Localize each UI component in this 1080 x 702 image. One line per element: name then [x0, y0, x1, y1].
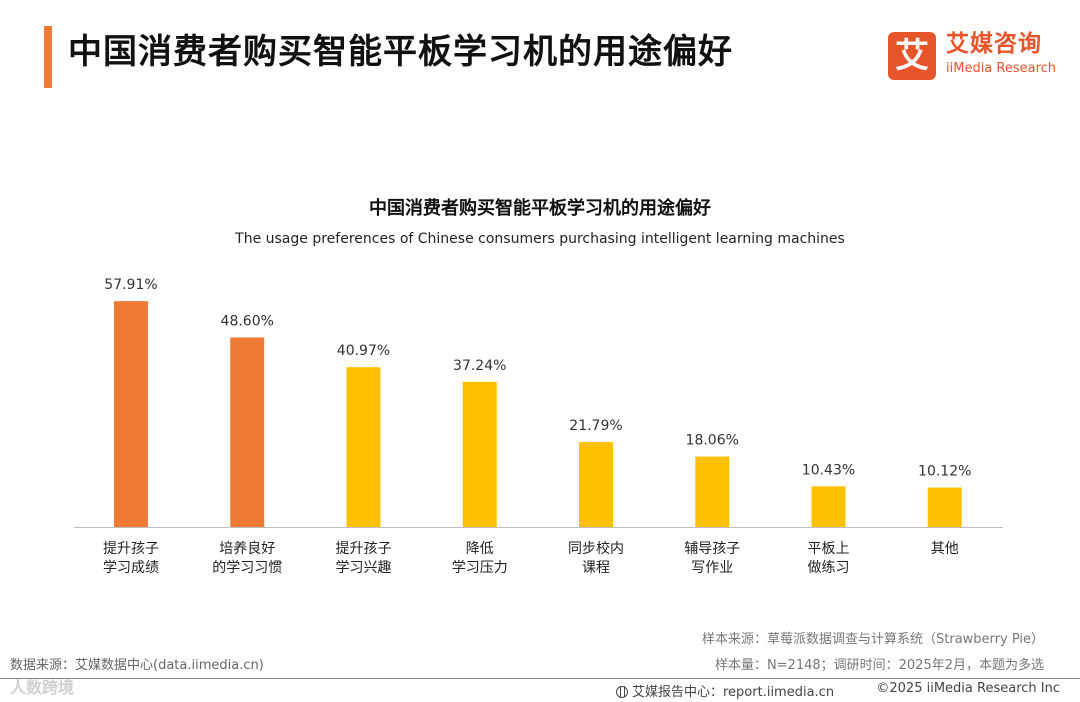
category-label-8-1: 其他	[931, 541, 959, 557]
sample-size-note: 样本量：N=2148；调研时间：2025年2月，本题为多选	[714, 658, 1044, 673]
sample-source-note: 样本来源：草莓派数据调查与计算系统（Strawberry Pie）	[702, 632, 1044, 647]
bar-6	[695, 456, 730, 527]
bar-1	[114, 301, 148, 527]
category-label-4-2: 学习压力	[452, 560, 508, 576]
category-label-3-2: 学习兴趣	[336, 560, 392, 576]
copyright: ©2025 iiMedia Research Inc	[876, 681, 1060, 696]
category-label-1-2: 学习成绩	[103, 560, 159, 576]
data-label-1: 57.91%	[104, 277, 157, 293]
report-center-text: 艾媒报告中心：report.iimedia.cn	[632, 685, 835, 700]
category-label-6-1: 辅导孩子	[684, 541, 740, 557]
data-label-5: 21.79%	[569, 418, 622, 434]
category-label-2-2: 的学习习惯	[212, 559, 282, 576]
bar-7	[811, 486, 846, 527]
category-label-4-1: 降低	[466, 541, 494, 557]
logo-chinese-name: 艾媒咨询	[946, 31, 1042, 57]
chart-title: 中国消费者购买智能平板学习机的用途偏好	[369, 198, 711, 219]
data-source-note: 数据来源：艾媒数据中心(data.iimedia.cn)	[10, 658, 264, 673]
data-label-6: 18.06%	[686, 433, 739, 449]
report-center-link[interactable]: 艾媒报告中心：report.iimedia.cn	[616, 681, 835, 700]
data-label-3: 40.97%	[337, 343, 390, 359]
bar-5	[579, 442, 613, 527]
category-label-3-1: 提升孩子	[336, 541, 392, 557]
data-label-7: 10.43%	[802, 462, 855, 478]
data-label-8: 10.12%	[918, 464, 971, 480]
page-title: 中国消费者购买智能平板学习机的用途偏好	[68, 32, 733, 72]
category-label-5-2: 课程	[582, 560, 610, 576]
watermark: 人数跨境	[10, 678, 75, 697]
chart-subtitle: The usage preferences of Chinese consume…	[235, 231, 845, 247]
logo-english-name: iiMedia Research	[946, 61, 1057, 76]
footer-divider	[0, 678, 1080, 679]
category-label-7-1: 平板上	[808, 541, 850, 557]
title-accent-bar	[44, 26, 52, 88]
logo-mark-icon: 艾	[888, 32, 936, 80]
globe-icon	[616, 686, 628, 698]
data-label-4: 37.24%	[453, 358, 506, 374]
bar-2	[230, 337, 265, 527]
bar-3	[346, 367, 381, 527]
data-label-2: 48.60%	[221, 313, 274, 329]
category-label-5-1: 同步校内	[568, 540, 624, 557]
bar-8	[927, 487, 962, 527]
bar-4	[462, 381, 497, 527]
category-label-7-2: 做练习	[808, 560, 850, 576]
category-label-6-2: 写作业	[691, 560, 733, 576]
category-label-2-1: 培养良好	[219, 541, 275, 557]
category-label-1-1: 提升孩子	[103, 541, 159, 557]
brand-logo: 艾 艾媒咨询 iiMedia Research	[888, 30, 1064, 82]
